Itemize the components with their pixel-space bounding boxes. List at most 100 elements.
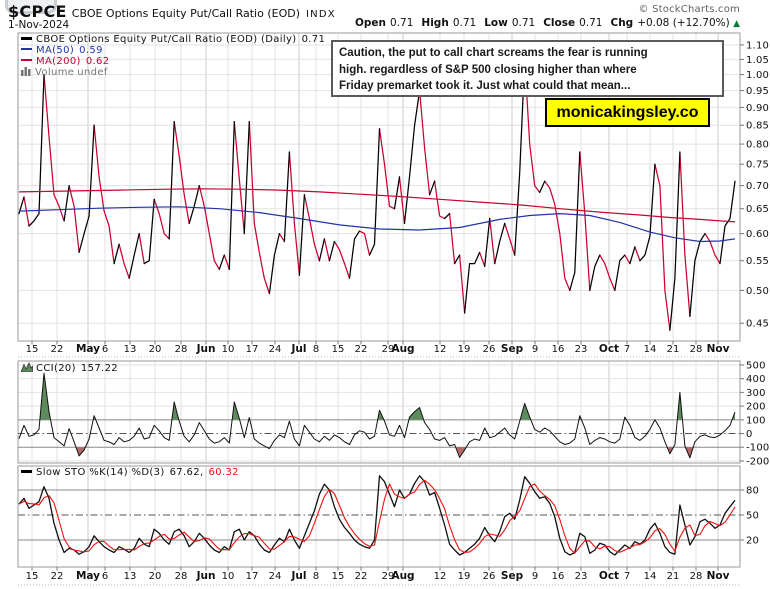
- legend-sto: Slow STO %K(14) %D(3) 67.62, 60.32: [21, 467, 239, 478]
- high-label: High: [421, 17, 449, 29]
- y-axis-label: 0.90: [746, 103, 769, 114]
- x-axis-label: 22: [51, 344, 64, 355]
- x-axis-label: 17: [246, 571, 259, 582]
- x-axis-label: 8: [313, 344, 319, 355]
- x-axis-label: 24: [269, 344, 282, 355]
- x-axis-label: 29: [382, 571, 395, 582]
- open-value: 0.71: [390, 17, 414, 29]
- cci-series: [18, 372, 736, 459]
- legend-price-value: 0.71: [301, 34, 326, 45]
- y-axis-label: 0.70: [746, 181, 769, 192]
- x-axis-label: 20: [149, 571, 162, 582]
- annotation-box: Caution, the put to call chart screams t…: [331, 40, 724, 97]
- x-axis-label: 10: [222, 344, 235, 355]
- y-axis-label: 1.00: [746, 70, 769, 81]
- x-axis-label: 17: [246, 344, 259, 355]
- close-label: Close: [543, 17, 576, 29]
- legend-price-label: CBOE Options Equity Put/Call Ratio (EOD)…: [36, 34, 297, 45]
- x-axis-label: Jun: [196, 570, 216, 582]
- x-axis-label: 19: [458, 571, 471, 582]
- legend-sto-k-value: 67.62,: [169, 467, 204, 478]
- legend-ma50-label: MA(50): [36, 45, 75, 56]
- x-axis-label: 9: [532, 344, 538, 355]
- y-axis-label: 200: [746, 402, 766, 413]
- price-line-swatch-icon: [21, 37, 32, 40]
- chg-value: +0.08 (+12.70%): [637, 17, 730, 29]
- ma200-line-swatch-icon: [21, 59, 32, 61]
- open-label: Open: [354, 17, 387, 29]
- annotation-line3: Friday premarket took it. Just what coul…: [339, 80, 631, 92]
- legend-volume-value: undef: [77, 67, 108, 78]
- legend-sto-label: Slow STO %K(14) %D(3): [36, 467, 165, 478]
- y-axis-label: 0.85: [746, 121, 769, 132]
- x-axis-label: 6: [102, 571, 108, 582]
- x-axis-label: 21: [667, 571, 680, 582]
- x-axis-label: Aug: [391, 343, 414, 355]
- x-axis-label: 16: [552, 571, 565, 582]
- y-axis-label: 0.75: [746, 160, 769, 171]
- legend-ma200-label: MA(200): [36, 56, 81, 67]
- x-axis-label: Oct: [599, 570, 619, 582]
- x-axis-label: 7: [624, 571, 630, 582]
- x-axis-label: 16: [552, 344, 565, 355]
- y-axis-label: 0.55: [746, 256, 769, 267]
- x-axis-label: 26: [483, 571, 496, 582]
- x-axis-label: 22: [355, 571, 368, 582]
- y-axis-label: 0.45: [746, 319, 769, 330]
- x-axis-label: May: [76, 343, 100, 355]
- x-axis-label: 15: [332, 344, 345, 355]
- low-value: 0.71: [511, 17, 536, 29]
- high-value: 0.71: [452, 17, 477, 29]
- y-axis-label: -200: [746, 456, 770, 467]
- legend-volume-label: Volume: [35, 67, 75, 78]
- x-axis-label: Jul: [291, 343, 307, 355]
- ma200-series: [18, 188, 736, 223]
- price-series: [18, 58, 736, 331]
- y-axis-label: 400: [746, 374, 766, 385]
- low-label: Low: [484, 17, 508, 29]
- exchange-label: INDX: [306, 9, 336, 20]
- ma50-series: [18, 206, 736, 243]
- y-axis-label: 20: [746, 536, 759, 547]
- x-axis-label: 28: [175, 571, 188, 582]
- x-axis-label: Nov: [707, 570, 730, 582]
- x-axis-label: Sep: [501, 570, 524, 582]
- x-axis-label: Nov: [707, 343, 730, 355]
- x-axis-label: 28: [690, 344, 703, 355]
- x-axis-label: 13: [124, 344, 137, 355]
- ma50-line-swatch-icon: [21, 48, 32, 50]
- y-axis-label: 0.65: [746, 204, 769, 215]
- sto-line-swatch-icon: [21, 470, 32, 473]
- legend-cci: CCI(20) 157.22: [20, 362, 118, 374]
- x-axis-label: 9: [532, 571, 538, 582]
- x-axis-label: 26: [483, 344, 496, 355]
- y-axis-label: 0.95: [746, 86, 769, 97]
- y-axis-label: 80: [746, 486, 759, 497]
- y-axis-label: 0.50: [746, 286, 769, 297]
- x-axis-label: 8: [313, 571, 319, 582]
- legend-cci-value: 157.22: [80, 363, 118, 374]
- legend-cci-label: CCI(20): [36, 363, 76, 374]
- sto_d-series: [18, 479, 736, 554]
- x-axis-label: Oct: [599, 343, 619, 355]
- x-axis-label: 15: [26, 571, 39, 582]
- y-axis-label: 300: [746, 388, 766, 399]
- annotation-line2: high. regardless of S&P 500 closing high…: [339, 63, 637, 76]
- x-axis-label: 23: [575, 344, 588, 355]
- x-axis-label: May: [76, 570, 100, 582]
- chart-date: 1-Nov-2024: [8, 19, 70, 31]
- x-axis-label: 22: [51, 571, 64, 582]
- y-axis-label: 100: [746, 415, 766, 426]
- legend-ma50-value: 0.59: [79, 45, 103, 56]
- y-axis-label: 0.80: [746, 140, 769, 151]
- x-axis-label: 19: [458, 344, 471, 355]
- legend-ma200-value: 0.62: [85, 56, 110, 67]
- x-axis-label: Sep: [501, 343, 524, 355]
- legend-sto-d-value: 60.32: [208, 467, 239, 478]
- symbol: $CPCE: [8, 2, 67, 21]
- x-axis-label: 14: [644, 571, 657, 582]
- x-axis-label: 13: [124, 571, 137, 582]
- y-axis-label: 1.05: [746, 55, 769, 66]
